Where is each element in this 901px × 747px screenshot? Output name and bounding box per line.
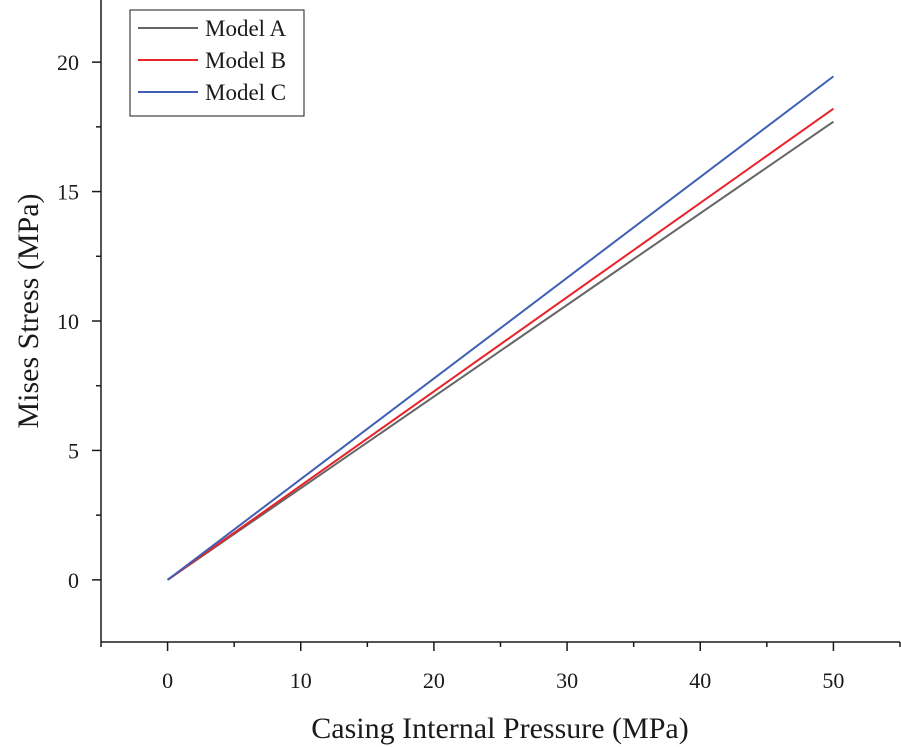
y-tick-label: 5 <box>68 438 79 463</box>
y-tick-label: 10 <box>57 309 79 334</box>
x-tick-label: 10 <box>290 668 312 693</box>
x-tick-label: 20 <box>423 668 445 693</box>
x-tick-label: 0 <box>162 668 173 693</box>
series-line-model-a <box>167 120 834 581</box>
x-axis-title: Casing Internal Pressure (MPa) <box>311 712 688 745</box>
legend-label: Model A <box>205 16 287 41</box>
y-axis-title: Mises Stress (MPa) <box>12 193 45 428</box>
legend-label: Model B <box>205 48 286 73</box>
legend-items: Model A Model B Model C <box>138 16 287 105</box>
tick-marks <box>92 61 901 651</box>
legend: Model A Model B Model C <box>129 9 305 117</box>
x-tick-label: 30 <box>556 668 578 693</box>
series-line-model-b <box>167 107 834 581</box>
tick-labels: 0 10 20 30 40 50 0 5 10 15 20 <box>57 50 844 693</box>
x-tick-label: 50 <box>822 668 844 693</box>
x-tick-label: 40 <box>689 668 711 693</box>
series-line-model-c <box>166 75 835 581</box>
y-tick-label: 0 <box>68 568 79 593</box>
legend-label: Model C <box>205 80 286 105</box>
y-tick-label: 15 <box>57 180 79 205</box>
y-tick-label: 20 <box>57 50 79 75</box>
series-lines <box>166 75 835 581</box>
